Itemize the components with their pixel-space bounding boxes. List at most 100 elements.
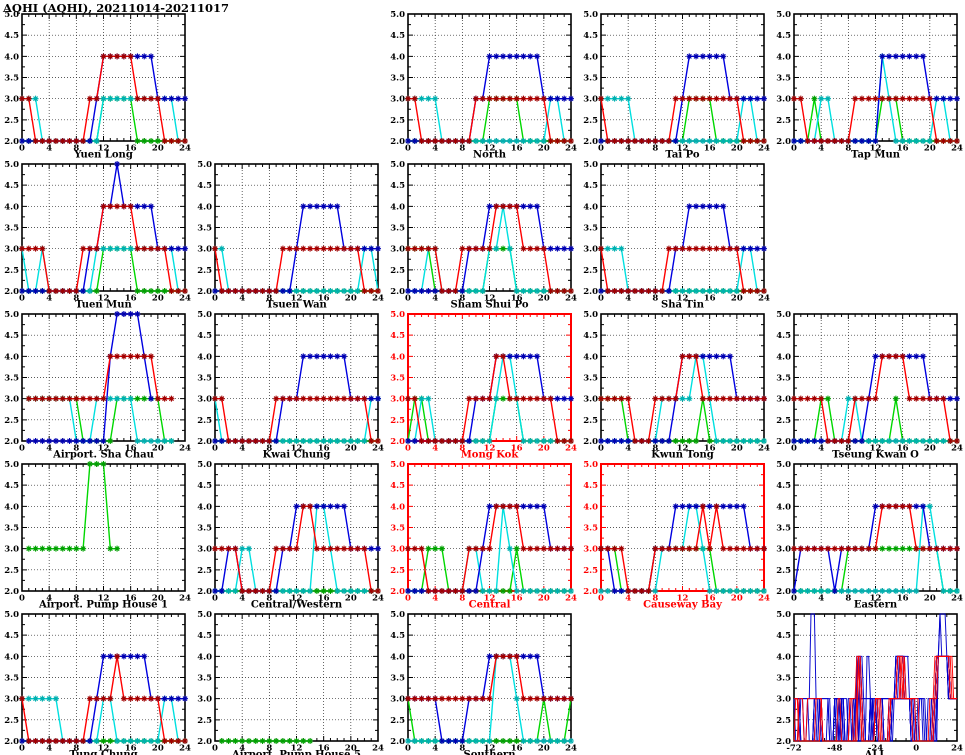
x-tick-label: 16 <box>318 444 330 454</box>
y-tick-label: 5.0 <box>4 460 19 470</box>
x-tick-label: 16 <box>704 594 716 604</box>
chart-title: Tuen Mun <box>75 300 132 311</box>
x-tick-label: 8 <box>73 294 79 304</box>
series-markers <box>212 395 381 444</box>
y-tick-label: 4.0 <box>197 502 212 512</box>
y-tick-label: 4.0 <box>776 502 791 512</box>
y-tick-label: 2.0 <box>4 437 19 447</box>
plot-border <box>407 163 572 292</box>
x-tick-label: 4 <box>625 144 631 154</box>
gridlines <box>215 314 378 441</box>
y-tick-label: 2.5 <box>776 416 791 426</box>
y-tick-label: 3.5 <box>390 374 405 384</box>
y-tick-label: 3.0 <box>583 95 598 105</box>
x-tick-label: 16 <box>511 744 523 754</box>
y-tick-label: 3.5 <box>583 74 598 84</box>
x-tick-label: 4 <box>432 744 438 754</box>
chart-eastern: 2.0 2.5 3.0 3.5 4.0 4.5 5.0 0 4 8 12 16 20 24 Eastern <box>776 460 963 611</box>
y-tick-label: 4.5 <box>4 481 19 491</box>
y-tick-label: 5.0 <box>583 10 598 20</box>
y-tick-label: 4.0 <box>4 52 19 62</box>
series-markers <box>19 53 188 144</box>
y-tick-label: 2.5 <box>197 416 212 426</box>
x-tick-label: 12 <box>291 444 303 454</box>
chart-sha-tin: 2.0 2.5 3.0 3.5 4.0 4.5 5.0 0 4 8 12 16 20 24 Sha Tin <box>583 160 770 311</box>
x-tick-label: 12 <box>677 594 689 604</box>
x-tick-label: 20 <box>731 444 743 454</box>
gridlines <box>215 614 378 741</box>
y-tick-label: 2.0 <box>390 287 405 297</box>
y-tick-label: 4.0 <box>4 202 19 212</box>
y-tick-label: 2.5 <box>583 266 598 276</box>
x-tick-label: 8 <box>845 444 851 454</box>
y-tick-label: 5.0 <box>583 310 598 320</box>
y-tick-label: 4.5 <box>583 331 598 341</box>
y-tick-label: 4.5 <box>197 331 212 341</box>
x-tick-label: 8 <box>845 594 851 604</box>
x-tick-label: 24 <box>951 594 963 604</box>
chart-mong-kok: 2.0 2.5 3.0 3.5 4.0 4.5 5.0 0 4 8 12 16 20 24 Mong Kok <box>390 310 577 461</box>
y-tick-label: 3.0 <box>776 695 791 705</box>
x-tick-label: 24 <box>758 294 770 304</box>
y-tick-label: 3.0 <box>390 695 405 705</box>
series-markers <box>25 353 175 402</box>
x-tick-label: 12 <box>98 294 110 304</box>
y-tick-label: 3.0 <box>776 545 791 555</box>
x-tick-label: 24 <box>565 594 577 604</box>
x-tick-label: 12 <box>291 594 303 604</box>
x-tick-label: 16 <box>511 144 523 154</box>
x-tick-label: 20 <box>924 444 936 454</box>
series-markers <box>212 245 381 294</box>
x-tick-label: 16 <box>318 744 330 754</box>
x-tick-label: 4 <box>239 294 245 304</box>
x-tick-label: 16 <box>125 744 137 754</box>
y-tick-label: 4.5 <box>583 481 598 491</box>
x-tick-label: 8 <box>73 444 79 454</box>
x-tick-label: 16 <box>704 144 716 154</box>
x-tick-label: 4 <box>239 444 245 454</box>
x-tick-label: 8 <box>459 744 465 754</box>
series-line <box>28 355 172 400</box>
y-tick-label: 3.5 <box>197 374 212 384</box>
y-tick-label: 2.0 <box>583 287 598 297</box>
x-tick-label: 0 <box>405 144 411 154</box>
x-tick-label: 16 <box>125 444 137 454</box>
y-tick-label: 5.0 <box>390 610 405 620</box>
y-tick-label: 2.5 <box>776 566 791 576</box>
x-tick-label: 20 <box>345 594 357 604</box>
y-tick-label: 4.0 <box>4 652 19 662</box>
x-tick-label: 20 <box>538 294 550 304</box>
x-tick-label: 0 <box>405 744 411 754</box>
x-tick-label: 4 <box>46 294 52 304</box>
x-tick-label: 12 <box>870 444 882 454</box>
series-markers <box>19 653 188 744</box>
series-markers <box>25 461 121 552</box>
chart-title: Sha Tin <box>661 300 705 311</box>
chart-title: Tap Mun <box>851 150 901 161</box>
chart-title: Tsuen Wan <box>266 300 327 311</box>
x-tick-label: 20 <box>345 444 357 454</box>
x-tick-label: 8 <box>73 594 79 604</box>
x-tick-label: 12 <box>677 144 689 154</box>
x-tick-label: 4 <box>432 444 438 454</box>
y-tick-label: 5.0 <box>390 10 405 20</box>
x-tick-label: 24 <box>372 744 384 754</box>
y-tick-label: 3.0 <box>197 695 212 705</box>
y-tick-label: 4.0 <box>390 652 405 662</box>
y-tick-label: 2.0 <box>776 587 791 597</box>
y-tick-label: 3.5 <box>390 224 405 234</box>
x-tick-label: 20 <box>538 144 550 154</box>
x-tick-label: 0 <box>598 594 604 604</box>
y-tick-label: 5.0 <box>583 160 598 170</box>
x-tick-label: 8 <box>652 594 658 604</box>
y-tick-label: 2.5 <box>4 116 19 126</box>
y-tick-label: 3.5 <box>390 674 405 684</box>
chart-tai-po: 2.0 2.5 3.0 3.5 4.0 4.5 5.0 0 4 8 12 16 20 24 Tai Po <box>583 10 770 161</box>
series-markers <box>405 503 574 594</box>
plot-border <box>600 463 765 592</box>
y-tick-label: 2.0 <box>197 437 212 447</box>
x-tick-label: 12 <box>870 144 882 154</box>
chart-causeway-bay: 2.0 2.5 3.0 3.5 4.0 4.5 5.0 0 4 8 12 16 20 24 Causeway… <box>583 460 770 611</box>
x-tick-label: 20 <box>538 744 550 754</box>
y-tick-label: 5.0 <box>583 460 598 470</box>
